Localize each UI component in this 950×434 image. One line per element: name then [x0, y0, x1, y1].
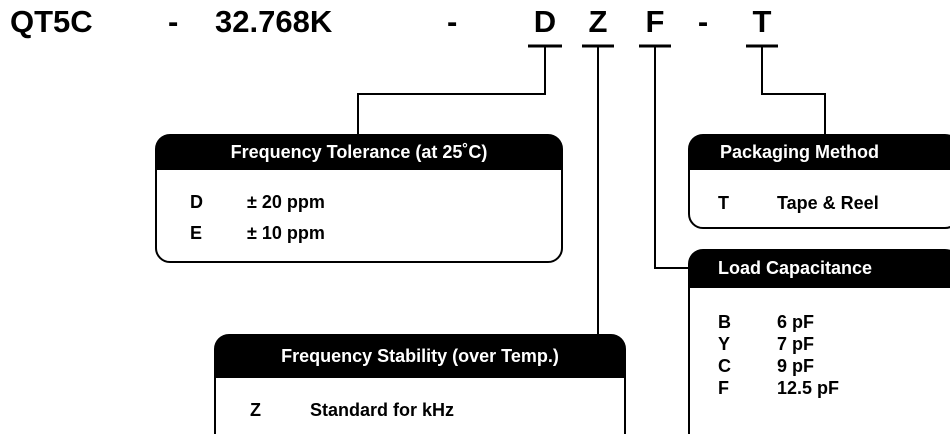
code: F [718, 378, 729, 398]
code: Y [718, 334, 730, 354]
segment: - [447, 4, 457, 39]
connectors [357, 46, 826, 335]
box-title: Load Capacitance [718, 258, 872, 278]
code: T [718, 193, 729, 213]
code: E [190, 223, 202, 243]
segment: QT5C [10, 4, 93, 39]
segment: T [753, 4, 772, 39]
segment: - [168, 4, 178, 39]
segment: F [646, 4, 665, 39]
desc: 7 pF [777, 334, 814, 354]
box-packaging: Packaging Method T Tape & Reel [688, 134, 950, 229]
segment: 32.768K [215, 4, 333, 39]
desc: 6 pF [777, 312, 814, 332]
box-stability: Frequency Stability (over Temp.) Z Stand… [214, 334, 626, 434]
segment: - [698, 4, 708, 39]
box-load: Load Capacitance B 6 pF Y 7 pF C 9 pF F … [688, 249, 950, 434]
box-title: Frequency Tolerance (at 25˚C) [231, 142, 488, 162]
code: D [190, 192, 203, 212]
desc: 9 pF [777, 356, 814, 376]
segment: Z [589, 4, 608, 39]
code: B [718, 312, 731, 332]
desc: Standard for kHz [310, 400, 454, 420]
desc: ± 20 ppm [247, 192, 325, 212]
box-title: Packaging Method [720, 142, 879, 162]
code: C [718, 356, 731, 376]
desc: Tape & Reel [777, 193, 879, 213]
desc: ± 10 ppm [247, 223, 325, 243]
segment: D [534, 4, 556, 39]
code: Z [250, 400, 261, 420]
desc: 12.5 pF [777, 378, 839, 398]
box-tolerance: Frequency Tolerance (at 25˚C) D ± 20 ppm… [155, 134, 563, 263]
box-title: Frequency Stability (over Temp.) [281, 346, 559, 366]
